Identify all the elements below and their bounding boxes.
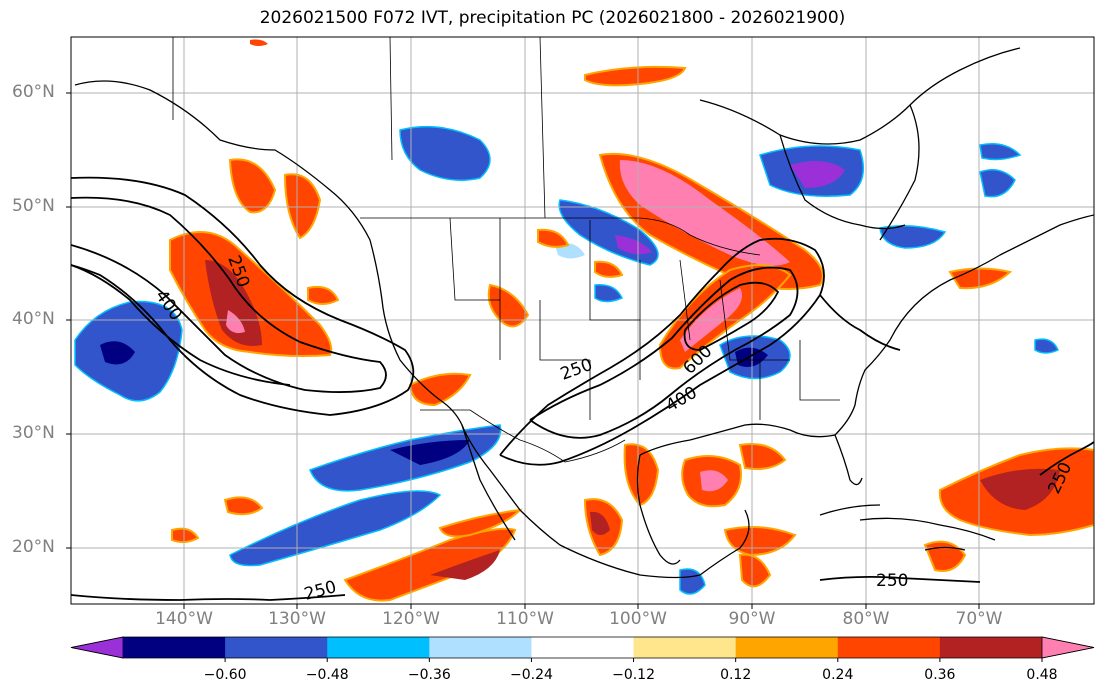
lat-label: 20°N: [12, 537, 55, 557]
lon-label: 80°W: [842, 609, 890, 629]
colorbar-tick-label: −0.12: [612, 667, 655, 683]
lat-label: 40°N: [12, 309, 55, 329]
lat-label: 50°N: [12, 196, 55, 216]
colorbar-tick-label: −0.60: [203, 667, 247, 683]
lon-label: 70°W: [955, 609, 1003, 629]
map-title: 2026021500 F072 IVT, precipitation PC (2…: [259, 8, 846, 28]
lon-label: 130°W: [268, 609, 326, 629]
colorbar-tick-label: 0.12: [720, 667, 752, 683]
colorbar-tick-label: −0.24: [509, 667, 553, 683]
borders: [172, 37, 840, 463]
lon-label: 140°W: [155, 609, 213, 629]
lon-label: 100°W: [609, 609, 667, 629]
positive-anomaly-regions: [169, 39, 1094, 602]
lat-label: 60°N: [12, 82, 55, 102]
ivt-contours: [71, 176, 1094, 601]
lon-label: 120°W: [382, 609, 440, 629]
axis-ticks: [66, 92, 980, 609]
colorbar-tick-label: 0.24: [822, 667, 854, 683]
colorbar-tick-label: −0.48: [305, 667, 349, 683]
colorbar-tick-label: 0.48: [1026, 667, 1058, 683]
lon-label: 110°W: [496, 609, 554, 629]
colorbar-tick-label: 0.36: [924, 667, 956, 683]
lat-label: 30°N: [12, 423, 55, 443]
graticule: [71, 37, 1094, 604]
colorbar-tick-label: −0.36: [407, 667, 451, 683]
coastlines: [74, 47, 1094, 579]
lon-label: 90°W: [728, 609, 776, 629]
contour-label: 250: [876, 571, 908, 591]
